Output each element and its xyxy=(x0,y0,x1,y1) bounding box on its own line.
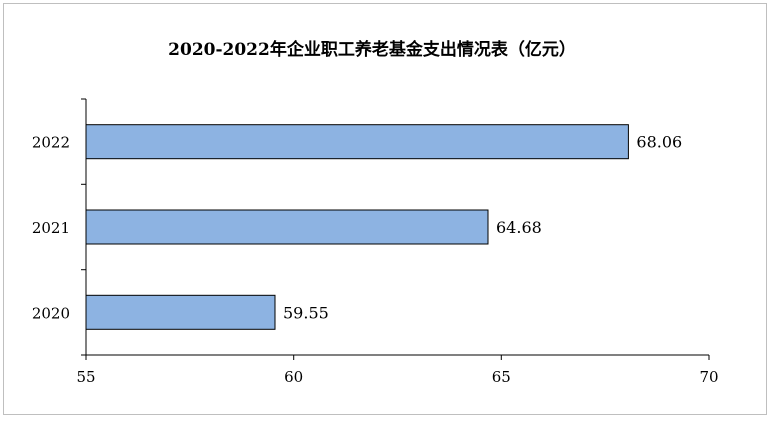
axes-group xyxy=(81,98,710,360)
value-label-2020: 59.55 xyxy=(283,303,329,322)
bars-group xyxy=(85,124,629,330)
bar-2021 xyxy=(85,209,489,245)
bar-2020 xyxy=(85,294,276,330)
x-tick-label-55: 55 xyxy=(76,368,95,386)
x-tick-labels-group: 55 60 65 70 xyxy=(76,368,718,386)
value-label-2022: 68.06 xyxy=(636,133,682,152)
x-tick-label-60: 60 xyxy=(284,368,303,386)
category-label-2021: 2021 xyxy=(32,219,70,237)
value-labels-group: 68.06 64.68 59.55 xyxy=(283,133,682,323)
chart-title: 2020-2022年企业职工养老基金支出情况表（亿元） xyxy=(168,39,576,60)
x-tick-label-65: 65 xyxy=(492,368,511,386)
value-label-2021: 64.68 xyxy=(496,218,542,237)
bar-2022 xyxy=(85,124,629,160)
x-tick-label-70: 70 xyxy=(699,368,718,386)
category-label-2020: 2020 xyxy=(32,304,70,322)
chart-frame xyxy=(3,3,767,415)
category-label-2022: 2022 xyxy=(32,134,70,152)
category-labels-group: 2022 2021 2020 xyxy=(32,134,70,323)
